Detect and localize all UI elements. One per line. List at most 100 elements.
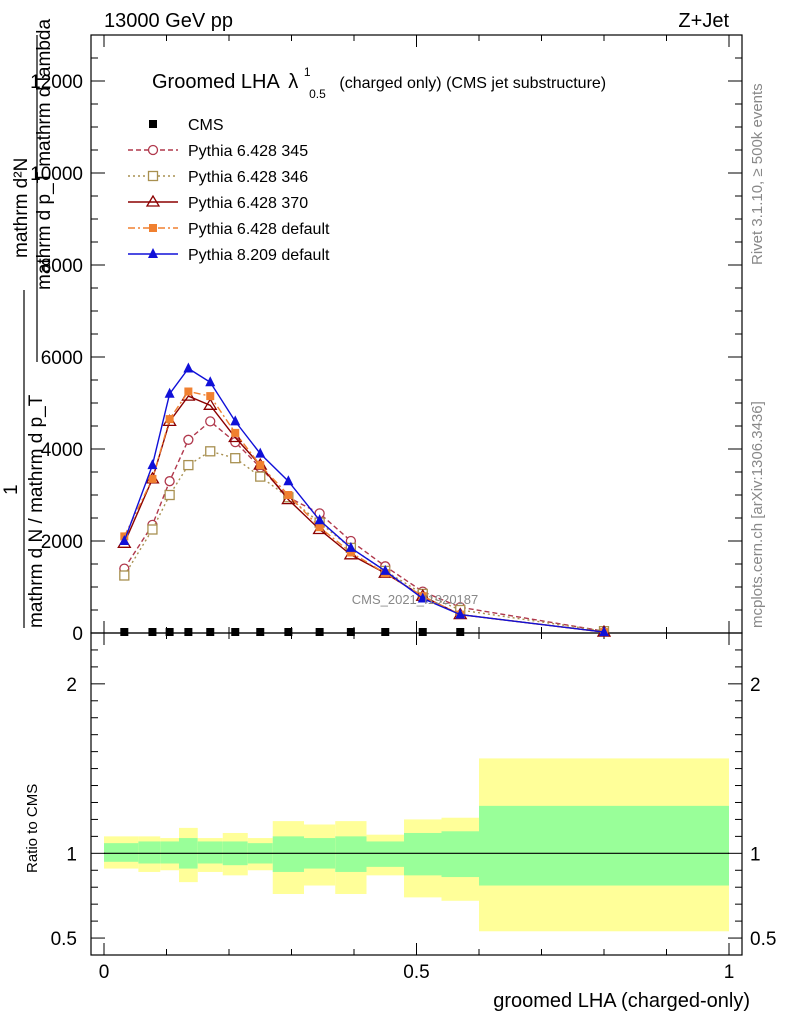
point-p6def-9 xyxy=(346,548,355,557)
point-p345-4 xyxy=(205,416,216,427)
point-p8def-11 xyxy=(417,592,428,603)
point-p346-2 xyxy=(164,489,175,501)
cms-point-9 xyxy=(346,628,355,636)
cms-point-4 xyxy=(206,628,215,636)
point-p6def-4 xyxy=(206,392,215,401)
point-p6def-1 xyxy=(148,474,157,483)
legend-marker-p6def xyxy=(149,224,157,232)
point-p8def-7 xyxy=(283,475,294,486)
point-p346-0 xyxy=(119,570,130,581)
legend-marker-p345 xyxy=(147,144,159,156)
point-p8def-13 xyxy=(599,626,609,637)
point-p8def-8 xyxy=(314,514,325,525)
cms-point-10 xyxy=(381,628,390,636)
chart-title-rest: (charged only) (CMS jet substructure) xyxy=(339,75,606,92)
ratio-ylabel: Ratio to CMS xyxy=(24,784,41,873)
y-tick-label: 8000 xyxy=(41,256,83,277)
point-p370-4 xyxy=(203,398,218,410)
cms-point-3 xyxy=(184,628,193,636)
cms-point-12 xyxy=(456,628,465,636)
ylabel-top-denom: mathrm d p_T mathrm d lambda xyxy=(34,19,55,290)
cms-point-5 xyxy=(231,628,240,636)
x-axis-label: groomed LHA (charged-only) xyxy=(493,990,750,1012)
cms-point-2 xyxy=(165,628,174,636)
ratio-band-inner-1 xyxy=(138,841,161,864)
process-label: Z+Jet xyxy=(678,10,729,32)
series-line-p6def xyxy=(123,390,605,633)
ratio-band-inner-12 xyxy=(441,831,479,878)
chart-title-sup: 1 xyxy=(304,65,311,79)
point-p8def-9 xyxy=(345,541,356,552)
point-p346-5 xyxy=(230,453,241,464)
x-tick-label: 0 xyxy=(99,962,110,983)
series-cms xyxy=(120,628,465,636)
point-p345-2 xyxy=(164,476,175,487)
watermark-label: CMS_2021_I1920187 xyxy=(352,592,479,607)
legend-label-p345: Pythia 6.428 345 xyxy=(188,143,308,160)
ratio-band-inner-4 xyxy=(197,841,223,864)
point-p8def-10 xyxy=(380,564,391,575)
ratio-band-inner-0 xyxy=(104,843,139,862)
legend-label-p8def: Pythia 8.209 default xyxy=(188,247,330,264)
series-p8def xyxy=(119,362,609,637)
point-p8def-6 xyxy=(255,447,266,458)
ratio-uncertainty-bands xyxy=(104,758,729,932)
ratio-y-tick-label-right: 2 xyxy=(750,675,761,696)
cms-point-8 xyxy=(315,628,324,636)
ylabel-numer: 1 xyxy=(1,484,22,495)
legend-label-p6def: Pythia 6.428 default xyxy=(188,221,330,238)
ratio-band-inner-13 xyxy=(479,805,729,886)
ratio-y-tick-label-right: 1 xyxy=(750,844,761,865)
point-p346-4 xyxy=(205,446,216,457)
chart-title-symbol: λ xyxy=(288,71,298,93)
point-p345-3 xyxy=(183,434,194,445)
point-p8def-0 xyxy=(119,535,130,545)
point-p6def-8 xyxy=(315,523,324,532)
chart-title: Groomed LHA λ 1 0.5 (charged only) (CMS … xyxy=(152,59,606,103)
series-p346 xyxy=(119,446,610,637)
y-tick-label: 0 xyxy=(72,624,83,645)
chart-title-sub: 0.5 xyxy=(309,87,326,101)
point-p8def-1 xyxy=(147,459,158,470)
legend: CMS Pythia 6.428 345 Pythia 6.428 346 Pythi… xyxy=(128,117,330,264)
cms-point-6 xyxy=(256,628,265,636)
ylabel-top-numer: mathrm d²N xyxy=(11,158,32,258)
axis-ticks: 0 0.5 1 0 2000 4000 6000 8000 10000 12000 0.5 0.5 1 1… xyxy=(30,34,776,983)
point-p346-6 xyxy=(255,471,266,482)
cms-point-1 xyxy=(148,628,157,636)
cms-point-0 xyxy=(120,628,129,636)
ratio-band-inner-11 xyxy=(404,832,442,876)
legend-label-p346: Pythia 6.428 346 xyxy=(188,169,308,186)
legend-marker-cms xyxy=(149,120,157,128)
mcplots-label: mcplots.cern.ch [arXiv:1306.3436] xyxy=(749,401,766,628)
y-tick-label: 10000 xyxy=(30,164,83,185)
point-p8def-5 xyxy=(230,415,241,426)
ratio-y-tick-label: 0.5 xyxy=(51,929,77,950)
chart-title-main: Groomed LHA xyxy=(152,71,280,93)
legend-marker-p370 xyxy=(145,194,161,207)
ratio-y-tick-label: 2 xyxy=(66,675,77,696)
y-tick-label: 2000 xyxy=(41,532,83,553)
legend-label-cms: CMS xyxy=(188,117,224,134)
rivet-label: Rivet 3.1.10, ≥ 500k events xyxy=(749,83,766,265)
series-line-p8def xyxy=(123,367,605,633)
cms-point-7 xyxy=(284,628,293,636)
x-tick-label: 0.5 xyxy=(403,962,429,983)
point-p6def-3 xyxy=(184,387,193,396)
cms-point-11 xyxy=(418,628,427,636)
point-p8def-2 xyxy=(164,387,175,398)
ratio-band-inner-9 xyxy=(335,836,367,872)
point-p346-3 xyxy=(183,459,194,471)
series-group xyxy=(117,362,612,637)
ratio-y-tick-label: 1 xyxy=(66,844,77,865)
point-p8def-12 xyxy=(455,608,466,619)
point-p6def-6 xyxy=(256,461,265,470)
x-tick-label: 1 xyxy=(724,962,735,983)
point-p8def-4 xyxy=(205,376,216,387)
point-p8def-3 xyxy=(183,362,194,373)
legend-label-p370: Pythia 6.428 370 xyxy=(188,195,308,212)
point-p6def-2 xyxy=(165,415,174,424)
y-tick-label: 12000 xyxy=(30,72,83,93)
legend-marker-p8def xyxy=(148,248,158,258)
